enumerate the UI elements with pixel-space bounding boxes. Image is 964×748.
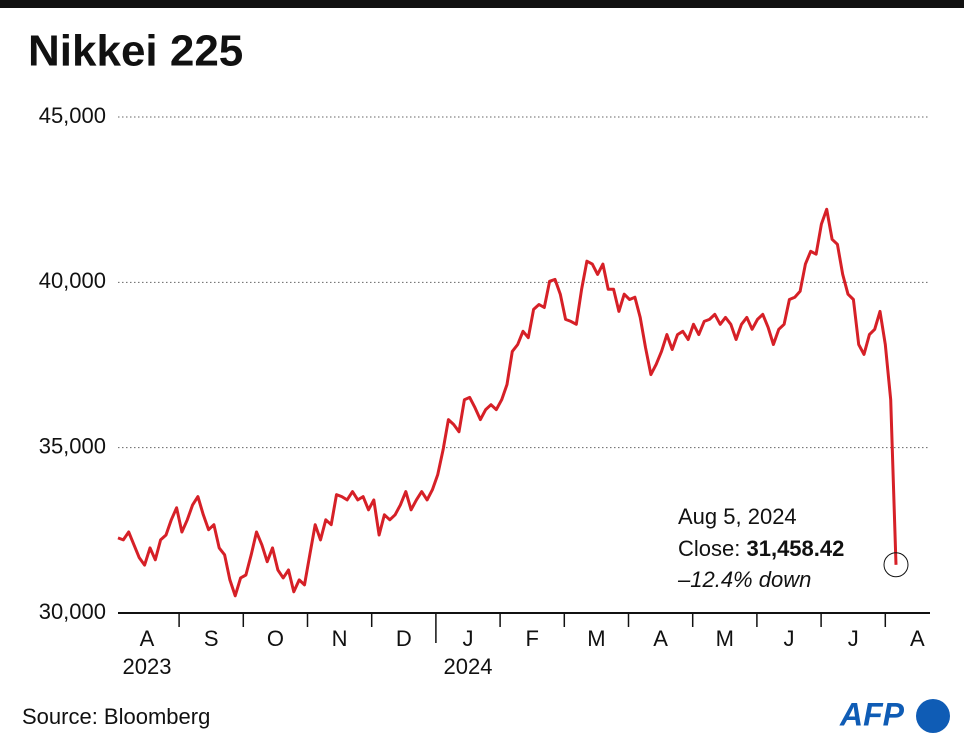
x-tick-label: A bbox=[140, 626, 155, 651]
x-tick-label: A bbox=[910, 626, 925, 651]
x-tick-label: M bbox=[716, 626, 734, 651]
y-tick-label: 35,000 bbox=[39, 433, 106, 458]
annotation-date: Aug 5, 2024 bbox=[678, 504, 797, 529]
x-tick-label: J bbox=[848, 626, 859, 651]
x-tick-label: M bbox=[587, 626, 605, 651]
year-label: 2024 bbox=[444, 654, 493, 679]
annotation-close-value: 31,458.42 bbox=[746, 536, 844, 561]
x-tick-label: S bbox=[204, 626, 219, 651]
logo-dot bbox=[916, 699, 950, 733]
x-tick-label: D bbox=[396, 626, 412, 651]
y-tick-label: 40,000 bbox=[39, 268, 106, 293]
chart-title: Nikkei 225 bbox=[28, 27, 243, 76]
x-tick-label: O bbox=[267, 626, 284, 651]
year-label: 2023 bbox=[123, 654, 172, 679]
end-marker bbox=[883, 552, 909, 578]
x-tick-label: N bbox=[332, 626, 348, 651]
y-tick-label: 45,000 bbox=[39, 103, 106, 128]
source: Source: Bloomberg bbox=[22, 704, 210, 729]
line-series bbox=[117, 207, 898, 598]
y-tick-label: 30,000 bbox=[39, 599, 106, 624]
logo: AFP bbox=[839, 696, 905, 732]
x-tick-label: J bbox=[784, 626, 795, 651]
annotation-close-label: Close: bbox=[678, 536, 740, 561]
x-tick-label: J bbox=[463, 626, 474, 651]
annotation-close: Close: 31,458.42 bbox=[678, 536, 844, 561]
annotation-change: –12.4% down bbox=[677, 567, 811, 592]
x-tick-label: A bbox=[653, 626, 668, 651]
top-bar bbox=[0, 0, 964, 8]
x-tick-label: F bbox=[525, 626, 538, 651]
